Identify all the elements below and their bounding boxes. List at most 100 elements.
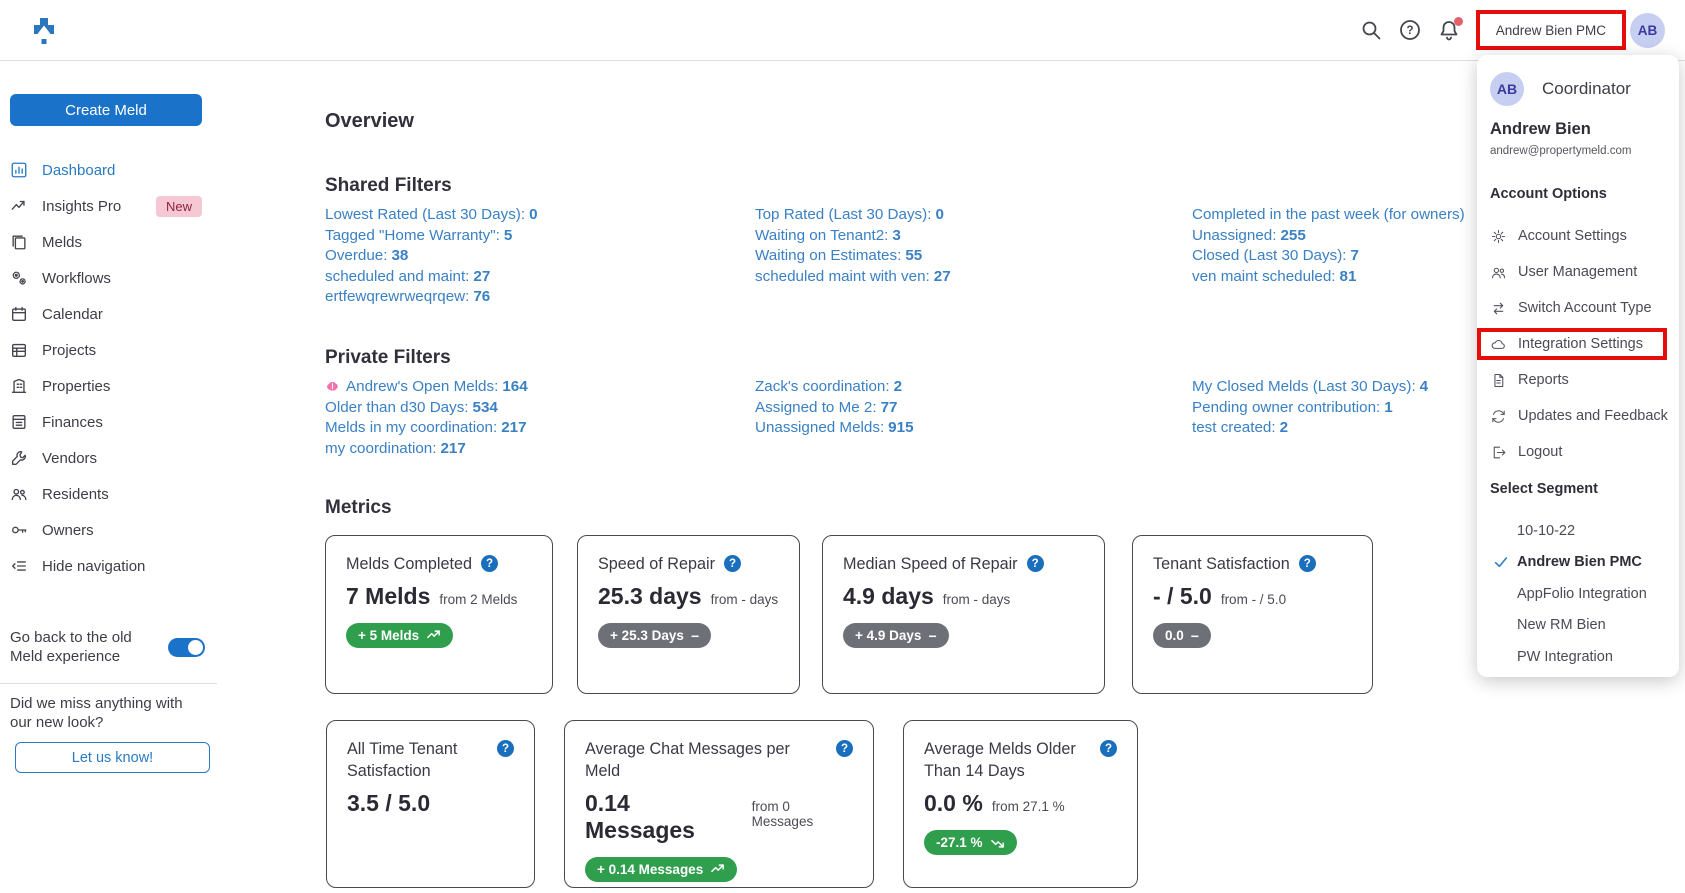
main-content: Overview Shared Filters Lowest Rated (La… (218, 60, 1685, 893)
filter-link[interactable]: Assigned to Me 2: 77 (755, 398, 898, 416)
filter-link[interactable]: Zack's coordination: 2 (755, 378, 903, 395)
trend-badge: + 25.3 Days − (598, 623, 712, 648)
info-icon[interactable]: ? (497, 740, 514, 757)
projects-icon (10, 341, 28, 359)
shared-filters-heading: Shared Filters (325, 175, 452, 196)
notifications-bell-icon[interactable] (1437, 17, 1463, 42)
info-icon[interactable]: ? (480, 555, 498, 572)
sidebar-item-finances[interactable]: Finances (0, 404, 218, 440)
segment-list: 10-10-22 Andrew Bien PMC AppFolio Integr… (1490, 515, 1679, 673)
menu-item-switch-account-type[interactable]: Switch Account Type (1490, 290, 1679, 326)
refresh-feedback-icon (1490, 408, 1507, 425)
private-filters-col-3: My Closed Melds (Last 30 Days): 4 Pending… (1192, 377, 1428, 439)
filter-link[interactable]: Completed in the past week (for owners) (1192, 206, 1465, 223)
segment-option-selected[interactable]: Andrew Bien PMC (1490, 547, 1679, 579)
help-icon[interactable]: ? (1398, 18, 1422, 42)
metric-card-melds-completed: Melds Completed? 7 Melds from 2 Melds + 5… (325, 535, 553, 694)
flat-trend-icon: − (690, 627, 700, 644)
property-meld-logo-icon[interactable] (28, 13, 60, 47)
sidebar-item-owners[interactable]: Owners (0, 512, 218, 548)
toggle-knob (188, 639, 203, 655)
sidebar-item-vendors[interactable]: Vendors (0, 440, 218, 476)
sidebar-item-workflows[interactable]: Workflows (0, 260, 218, 296)
filter-link[interactable]: Andrew's Open Melds: 164 (325, 377, 528, 398)
filter-link[interactable]: Tagged "Home Warranty": 5 (325, 226, 513, 244)
sidebar-item-residents[interactable]: Residents (0, 476, 218, 512)
filter-link[interactable]: Older than d30 Days: 534 (325, 398, 498, 416)
trend-down-icon (990, 839, 1004, 848)
segment-option[interactable]: PW Integration (1517, 648, 1613, 665)
account-options-list: Account Settings User Management Switch … (1477, 218, 1679, 470)
sidebar-item-dashboard[interactable]: Dashboard (0, 152, 218, 188)
filter-link[interactable]: scheduled and maint: 27 (325, 267, 491, 285)
filter-link[interactable]: scheduled maint with ven: 27 (755, 267, 951, 285)
users-icon (1490, 264, 1507, 281)
menu-item-reports[interactable]: Reports (1490, 362, 1679, 398)
info-icon[interactable]: ? (836, 740, 853, 757)
filter-link[interactable]: Pending owner contribution: 1 (1192, 398, 1393, 416)
shared-filters-col-2: Top Rated (Last 30 Days): 0 Waiting on Te… (755, 205, 951, 287)
info-icon[interactable]: ? (1026, 555, 1044, 572)
sidebar-item-properties[interactable]: Properties (0, 368, 218, 404)
metric-card-tenant-satisfaction: Tenant Satisfaction? - / 5.0 from - / 5.0… (1132, 535, 1373, 694)
filter-link[interactable]: Melds in my coordination: 217 (325, 419, 527, 437)
filter-link[interactable]: test created: 2 (1192, 419, 1289, 437)
filter-link[interactable]: Closed (Last 30 Days): 7 (1192, 247, 1359, 265)
menu-item-updates-feedback[interactable]: Updates and Feedback (1490, 398, 1679, 434)
feedback-prompt: Did we miss anything with our new look? (10, 695, 183, 731)
avatar[interactable]: AB (1630, 12, 1665, 48)
info-icon[interactable]: ? (724, 555, 741, 572)
calendar-icon (10, 305, 28, 323)
account-selector[interactable]: Andrew Bien PMC (1475, 10, 1626, 50)
metric-card-all-time-tenant-satisfaction: All Time Tenant Satisfaction? 3.5 / 5.0 (326, 720, 535, 888)
filter-link[interactable]: Overdue: 38 (325, 247, 409, 265)
trend-badge: + 0.14 Messages (585, 857, 738, 882)
private-filters-col-1: Andrew's Open Melds: 164 Older than d30 D… (325, 377, 528, 459)
filter-link[interactable]: Unassigned: 255 (1192, 226, 1306, 244)
sidebar-item-insights-pro[interactable]: Insights Pro New (0, 188, 218, 224)
filter-link[interactable]: ertfewqrewrweqrqew: 76 (325, 288, 491, 306)
logout-icon (1490, 444, 1507, 461)
filter-link[interactable]: Waiting on Estimates: 55 (755, 247, 923, 265)
metric-card-melds-older-than-14-days: Average Melds Older Than 14 Days? 0.0 % f… (903, 720, 1138, 888)
residents-people-icon (10, 485, 28, 503)
menu-item-account-settings[interactable]: Account Settings (1490, 218, 1679, 254)
sidebar-item-calendar[interactable]: Calendar (0, 296, 218, 332)
info-icon[interactable]: ? (1100, 740, 1117, 757)
menu-item-logout[interactable]: Logout (1490, 434, 1679, 470)
filter-link[interactable]: My Closed Melds (Last 30 Days): 4 (1192, 378, 1429, 395)
old-experience-toggle[interactable] (168, 637, 205, 657)
filter-link[interactable]: Lowest Rated (Last 30 Days): 0 (325, 206, 538, 223)
let-us-know-button[interactable]: Let us know! (15, 742, 210, 773)
segment-option[interactable]: 10-10-22 (1517, 522, 1576, 539)
segment-option[interactable]: AppFolio Integration (1517, 585, 1647, 602)
sidebar-item-hide-navigation[interactable]: Hide navigation (0, 548, 218, 584)
create-meld-button[interactable]: Create Meld (10, 94, 202, 126)
page-title: Overview (325, 110, 414, 132)
segment-option[interactable]: New RM Bien (1517, 617, 1606, 634)
menu-item-user-management[interactable]: User Management (1490, 254, 1679, 290)
account-selector-label: Andrew Bien PMC (1495, 22, 1606, 38)
menu-item-integration-settings[interactable]: Integration Settings (1477, 326, 1679, 362)
metric-card-speed-of-repair: Speed of Repair? 25.3 days from - days + … (577, 535, 800, 694)
metrics-heading: Metrics (325, 497, 392, 518)
info-icon[interactable]: ? (1298, 555, 1316, 572)
filter-link[interactable]: Top Rated (Last 30 Days): 0 (755, 206, 944, 223)
filter-link[interactable]: ven maint scheduled: 81 (1192, 267, 1357, 285)
svg-text:?: ? (1406, 25, 1413, 37)
sidebar-divider (0, 683, 217, 684)
old-experience-row: Go back to the old Meld experience (10, 628, 210, 666)
notification-dot (1453, 17, 1463, 26)
filter-link[interactable]: Unassigned Melds: 915 (755, 419, 914, 437)
sidebar-item-melds[interactable]: Melds (0, 224, 218, 260)
owners-key-icon (10, 521, 28, 539)
metric-card-median-speed-of-repair: Median Speed of Repair? 4.9 days from - d… (822, 535, 1105, 694)
checkmark-icon (1493, 554, 1509, 570)
insights-icon (10, 197, 28, 215)
topbar: ? Andrew Bien PMC AB (0, 0, 1685, 61)
filter-link[interactable]: Waiting on Tenant2: 3 (755, 226, 901, 244)
filter-link[interactable]: my coordination: 217 (325, 439, 466, 457)
search-icon[interactable] (1359, 18, 1383, 42)
trend-badge: 0.0− (1153, 623, 1211, 648)
sidebar-item-projects[interactable]: Projects (0, 332, 218, 368)
